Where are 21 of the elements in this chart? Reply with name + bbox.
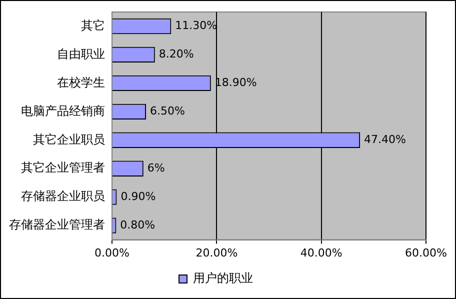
data-label: 0.80% [120, 218, 156, 232]
y-tick-label: 其它 [81, 18, 105, 32]
data-label: 47.40% [364, 132, 406, 146]
y-tick-label: 存储器企业管理者 [9, 218, 105, 232]
y-tick-label: 自由职业 [57, 46, 105, 61]
data-label: 6% [147, 161, 165, 174]
y-tick-label: 其它企业职员 [33, 132, 105, 146]
data-label: 0.90% [120, 190, 156, 203]
data-label: 6.50% [150, 104, 185, 118]
x-tick-label: 40.00% [300, 246, 342, 260]
y-tick-label: 存储器企业职员 [21, 189, 105, 204]
y-tick-label: 在校学生 [57, 75, 105, 90]
legend-label: 用户的职业 [193, 271, 253, 286]
data-label: 11.30% [175, 19, 218, 32]
data-label: 18.90% [214, 76, 257, 90]
data-label: 8.20% [158, 48, 194, 61]
x-tick-label: 20.00% [196, 246, 238, 260]
x-tick-label: 0.00% [94, 246, 130, 260]
x-tick-label: 60.00% [405, 246, 447, 260]
y-tick-label: 其它企业管理者 [21, 160, 105, 175]
y-tick-label: 电脑产品经销商 [21, 104, 105, 118]
